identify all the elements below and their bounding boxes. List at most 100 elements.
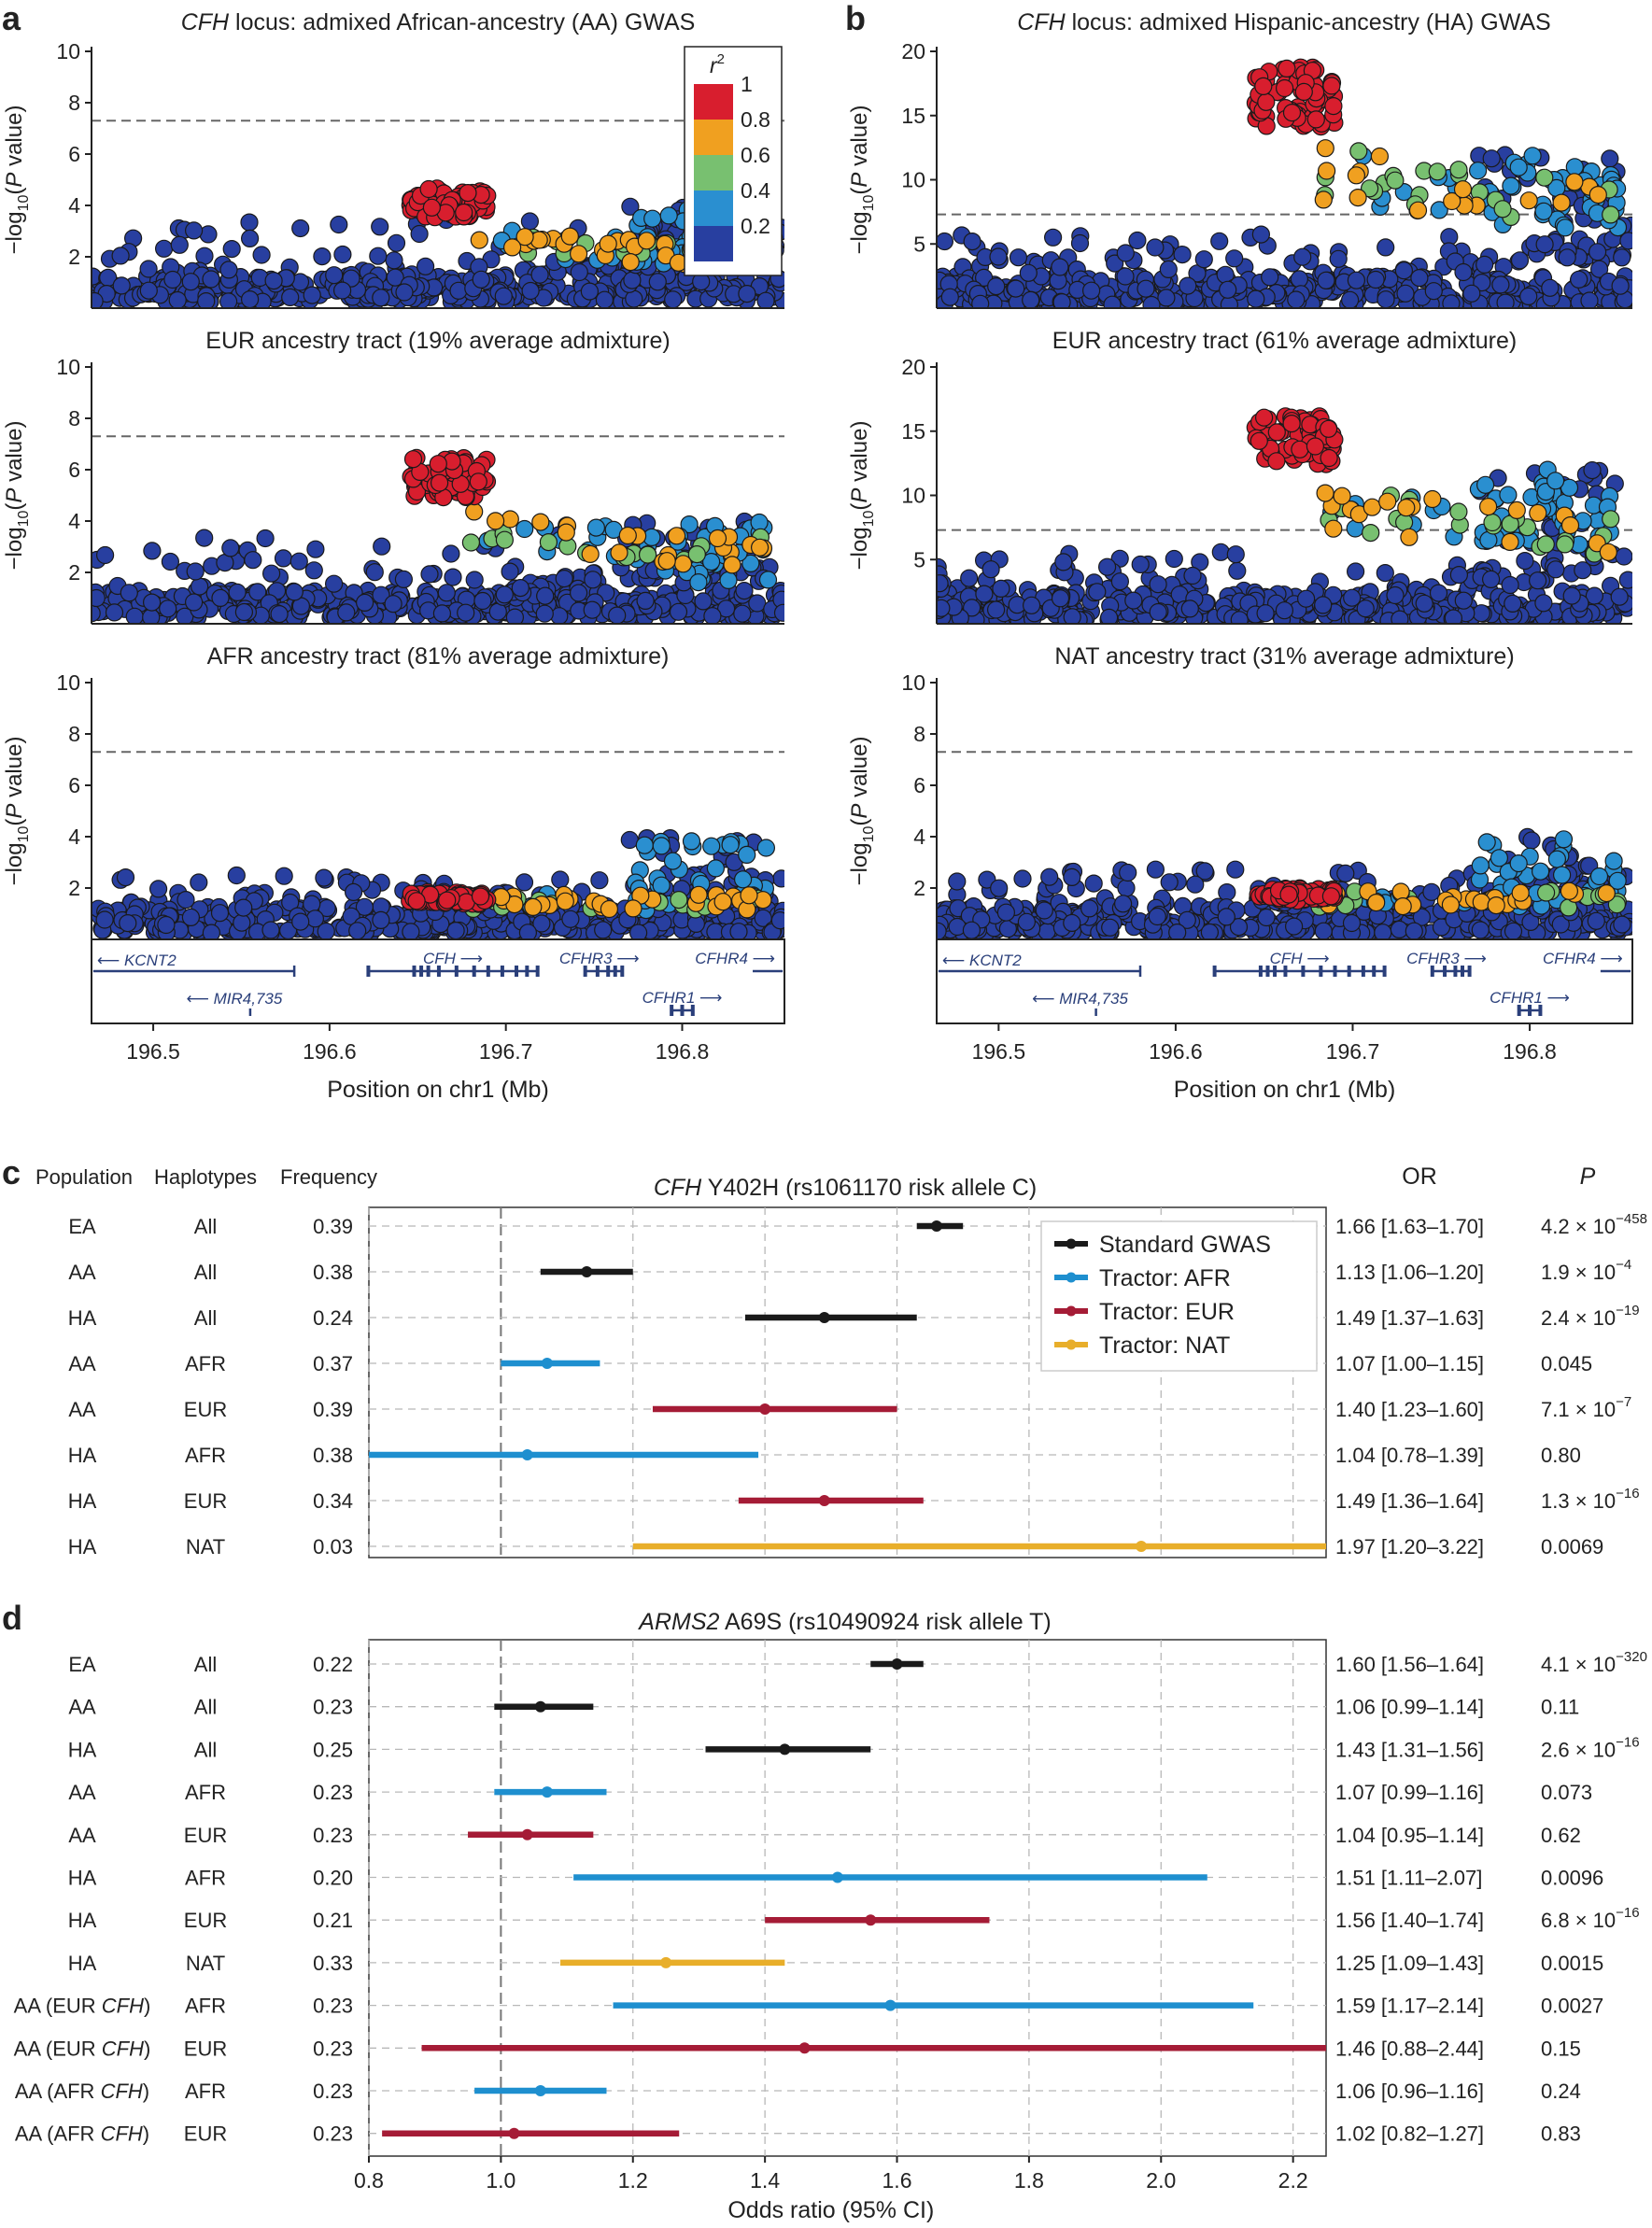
- snp-point: [663, 852, 683, 870]
- exon: [1333, 966, 1337, 977]
- snp-point: [313, 247, 332, 266]
- snp-point: [1157, 289, 1176, 307]
- snp-point: [1472, 604, 1490, 623]
- row-population: AA: [68, 1398, 96, 1421]
- snp-point: [669, 602, 688, 621]
- snp-point: [515, 228, 534, 247]
- snp-point: [748, 594, 767, 613]
- snp-point: [1601, 149, 1619, 168]
- exon: [1453, 966, 1458, 977]
- row-haplotype: All: [194, 1261, 217, 1284]
- snp-point: [111, 247, 130, 265]
- exon: [515, 966, 519, 977]
- snp-point: [1043, 228, 1063, 247]
- or-point: [508, 2127, 520, 2139]
- gene-label-cfhr4: CFHR4 ⟶: [1543, 950, 1623, 967]
- exon: [1538, 1005, 1543, 1016]
- snp-point: [599, 234, 617, 253]
- exon: [1361, 966, 1365, 977]
- snp-point: [1346, 562, 1365, 581]
- exon: [1372, 966, 1377, 977]
- y-tick-label: 2: [913, 876, 925, 900]
- snp-point: [586, 518, 606, 537]
- snp-point: [670, 890, 688, 910]
- snp-point: [438, 891, 457, 910]
- snp-point: [1560, 881, 1579, 900]
- row-haplotype: EUR: [184, 1824, 227, 1847]
- snp-point: [1412, 908, 1432, 926]
- snp-point: [1613, 915, 1631, 934]
- snp-point: [1319, 419, 1338, 438]
- row-population: AA: [68, 1781, 96, 1804]
- snp-point: [333, 245, 352, 264]
- y-tick-label: 4: [68, 825, 80, 849]
- snp-point: [1613, 248, 1631, 267]
- snp-point: [240, 213, 259, 232]
- gene-label-mir: ⟵ MIR4,735: [187, 990, 283, 1008]
- gene-label-cfh: CFH ⟶: [1270, 950, 1330, 967]
- snp-point: [1393, 896, 1412, 916]
- snp-point: [1429, 584, 1448, 602]
- snp-point: [105, 603, 124, 622]
- or-point: [660, 1956, 672, 1968]
- snp-point: [652, 837, 671, 855]
- snp-point: [1378, 492, 1397, 511]
- snp-point: [1063, 608, 1081, 624]
- snp-point: [402, 923, 420, 939]
- snp-point: [1519, 287, 1538, 305]
- forest-x-tick-label: 1.6: [882, 2168, 912, 2193]
- forest-legend-label: Tractor: NAT: [1099, 1333, 1230, 1359]
- snp-point: [937, 232, 953, 251]
- snp-point: [689, 885, 708, 904]
- x-tick-label: 196.5: [972, 1039, 1026, 1064]
- row-haplotype: EUR: [184, 1909, 227, 1932]
- snp-point: [373, 537, 391, 556]
- locus-points: [937, 827, 1632, 939]
- snp-point: [1321, 887, 1341, 906]
- snp-point: [986, 600, 1006, 619]
- row-haplotype: AFR: [185, 1444, 226, 1467]
- snp-point: [1471, 921, 1490, 939]
- exon: [1347, 966, 1351, 977]
- snp-point: [1441, 895, 1461, 914]
- snp-point: [95, 545, 115, 565]
- exon: [670, 1005, 674, 1016]
- row-p: 0.0015: [1541, 1952, 1603, 1975]
- snp-point: [1290, 270, 1309, 289]
- snp-point: [1504, 922, 1523, 939]
- snp-point: [1342, 913, 1362, 933]
- snp-point: [1210, 232, 1229, 250]
- snp-point: [219, 261, 238, 279]
- snp-point: [303, 286, 321, 304]
- y-tick-label: 8: [68, 406, 80, 430]
- exon: [1265, 966, 1270, 977]
- row-population: HA: [68, 1867, 97, 1890]
- row-frequency: 0.03: [313, 1535, 353, 1558]
- snp-point: [1040, 867, 1059, 886]
- snp-point: [403, 450, 423, 469]
- snp-point: [1449, 161, 1468, 179]
- row-haplotype: All: [194, 1306, 217, 1330]
- or-point: [521, 1828, 533, 1840]
- y-axis-label: −log10(P value): [847, 421, 877, 571]
- row-or: 1.04 [0.95–1.14]: [1335, 1824, 1484, 1847]
- y-tick-label: 5: [913, 232, 925, 256]
- snp-point: [1324, 519, 1343, 538]
- snp-point: [1168, 924, 1187, 939]
- snp-point: [1468, 162, 1488, 180]
- exon: [1443, 966, 1447, 977]
- y-tick-label: 4: [68, 509, 80, 533]
- y-tick-label: 6: [68, 458, 80, 482]
- snp-point: [92, 291, 104, 308]
- snp-point: [502, 238, 522, 257]
- snp-point: [940, 288, 959, 306]
- snp-point: [1602, 205, 1620, 224]
- or-point: [865, 1914, 877, 1926]
- snp-point: [143, 593, 162, 612]
- exon: [366, 966, 371, 977]
- snp-point: [1220, 295, 1238, 308]
- snp-point: [1296, 589, 1316, 608]
- forest-legend-dot: [1066, 1339, 1077, 1350]
